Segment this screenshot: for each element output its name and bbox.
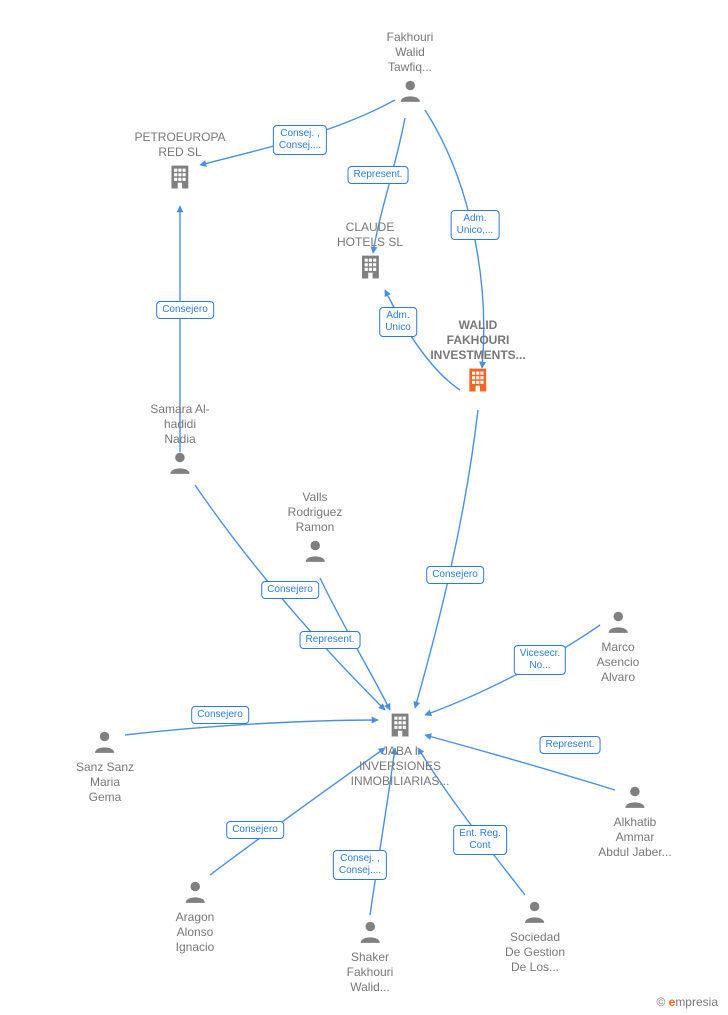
edge-marco-jaba bbox=[425, 625, 600, 715]
building-icon bbox=[134, 162, 225, 196]
network-diagram: Fakhouri Walid Tawfiq... PETROEUROPA RED… bbox=[0, 0, 728, 1015]
node-fakhouri[interactable]: Fakhouri Walid Tawfiq... bbox=[387, 30, 434, 109]
building-icon bbox=[351, 710, 450, 744]
node-sanz[interactable]: Sanz Sanz Maria Gema bbox=[76, 728, 134, 807]
node-label: Fakhouri Walid Tawfiq... bbox=[387, 30, 434, 75]
node-walid[interactable]: WALID FAKHOURI INVESTMENTS... bbox=[430, 318, 525, 399]
edge-label[interactable]: Consejero bbox=[156, 301, 214, 319]
node-aragon[interactable]: Aragon Alonso Ignacio bbox=[176, 878, 215, 957]
person-icon bbox=[505, 898, 565, 930]
copyright: © empresia bbox=[656, 995, 718, 1009]
person-icon bbox=[176, 878, 215, 910]
node-label: CLAUDE HOTELS SL bbox=[337, 220, 403, 250]
edge-label[interactable]: Represent. bbox=[348, 166, 409, 184]
edge-sanz-jaba bbox=[125, 720, 378, 735]
person-icon bbox=[150, 449, 209, 481]
node-petroeuropa[interactable]: PETROEUROPA RED SL bbox=[134, 130, 225, 196]
node-label: Sanz Sanz Maria Gema bbox=[76, 760, 134, 805]
person-icon bbox=[347, 918, 394, 950]
node-alkhatib[interactable]: Alkhatib Ammar Abdul Jaber... bbox=[598, 783, 671, 862]
edge-walid-jaba bbox=[415, 410, 478, 708]
node-label: Marco Asencio Alvaro bbox=[597, 640, 640, 685]
edge-label[interactable]: Consejero bbox=[191, 706, 249, 724]
edge-label[interactable]: Ent. Reg. Cont bbox=[453, 825, 507, 855]
node-shaker[interactable]: Shaker Fakhouri Walid... bbox=[347, 918, 394, 997]
building-icon bbox=[430, 365, 525, 399]
person-icon bbox=[288, 537, 343, 569]
person-icon bbox=[597, 608, 640, 640]
edge-label[interactable]: Consejero bbox=[261, 581, 319, 599]
node-label: JABA I INVERSIONES INMOBILIARIAS... bbox=[351, 744, 450, 789]
edge-label[interactable]: Adm. Unico bbox=[379, 307, 417, 337]
edge-label[interactable]: Represent. bbox=[540, 736, 601, 754]
node-label: PETROEUROPA RED SL bbox=[134, 130, 225, 160]
node-claude[interactable]: CLAUDE HOTELS SL bbox=[337, 220, 403, 286]
edge-label[interactable]: Adm. Unico,... bbox=[451, 210, 500, 240]
node-label: Shaker Fakhouri Walid... bbox=[347, 950, 394, 995]
person-icon bbox=[598, 783, 671, 815]
copyright-symbol: © bbox=[656, 995, 665, 1009]
node-label: WALID FAKHOURI INVESTMENTS... bbox=[430, 318, 525, 363]
edge-label[interactable]: Consejero bbox=[226, 821, 284, 839]
brand-rest: mpresia bbox=[675, 995, 718, 1009]
node-marco[interactable]: Marco Asencio Alvaro bbox=[597, 608, 640, 687]
edge-label[interactable]: Consej. , Consej.... bbox=[273, 125, 327, 155]
node-valls[interactable]: Valls Rodriguez Ramon bbox=[288, 490, 343, 569]
edge-label[interactable]: Represent. bbox=[300, 631, 361, 649]
edge-label[interactable]: Vicesecr. No... bbox=[514, 645, 566, 675]
node-label: Sociedad De Gestion De Los... bbox=[505, 930, 565, 975]
edge-label[interactable]: Consej. , Consej.... bbox=[333, 850, 387, 880]
node-label: Alkhatib Ammar Abdul Jaber... bbox=[598, 815, 671, 860]
node-label: Valls Rodriguez Ramon bbox=[288, 490, 343, 535]
node-jaba[interactable]: JABA I INVERSIONES INMOBILIARIAS... bbox=[351, 710, 450, 791]
building-icon bbox=[337, 252, 403, 286]
node-sociedad[interactable]: Sociedad De Gestion De Los... bbox=[505, 898, 565, 977]
person-icon bbox=[76, 728, 134, 760]
node-label: Samara Al- hadidi Nadia bbox=[150, 402, 209, 447]
edge-label[interactable]: Consejero bbox=[426, 566, 484, 584]
node-label: Aragon Alonso Ignacio bbox=[176, 910, 215, 955]
node-samara[interactable]: Samara Al- hadidi Nadia bbox=[150, 402, 209, 481]
person-icon bbox=[387, 77, 434, 109]
